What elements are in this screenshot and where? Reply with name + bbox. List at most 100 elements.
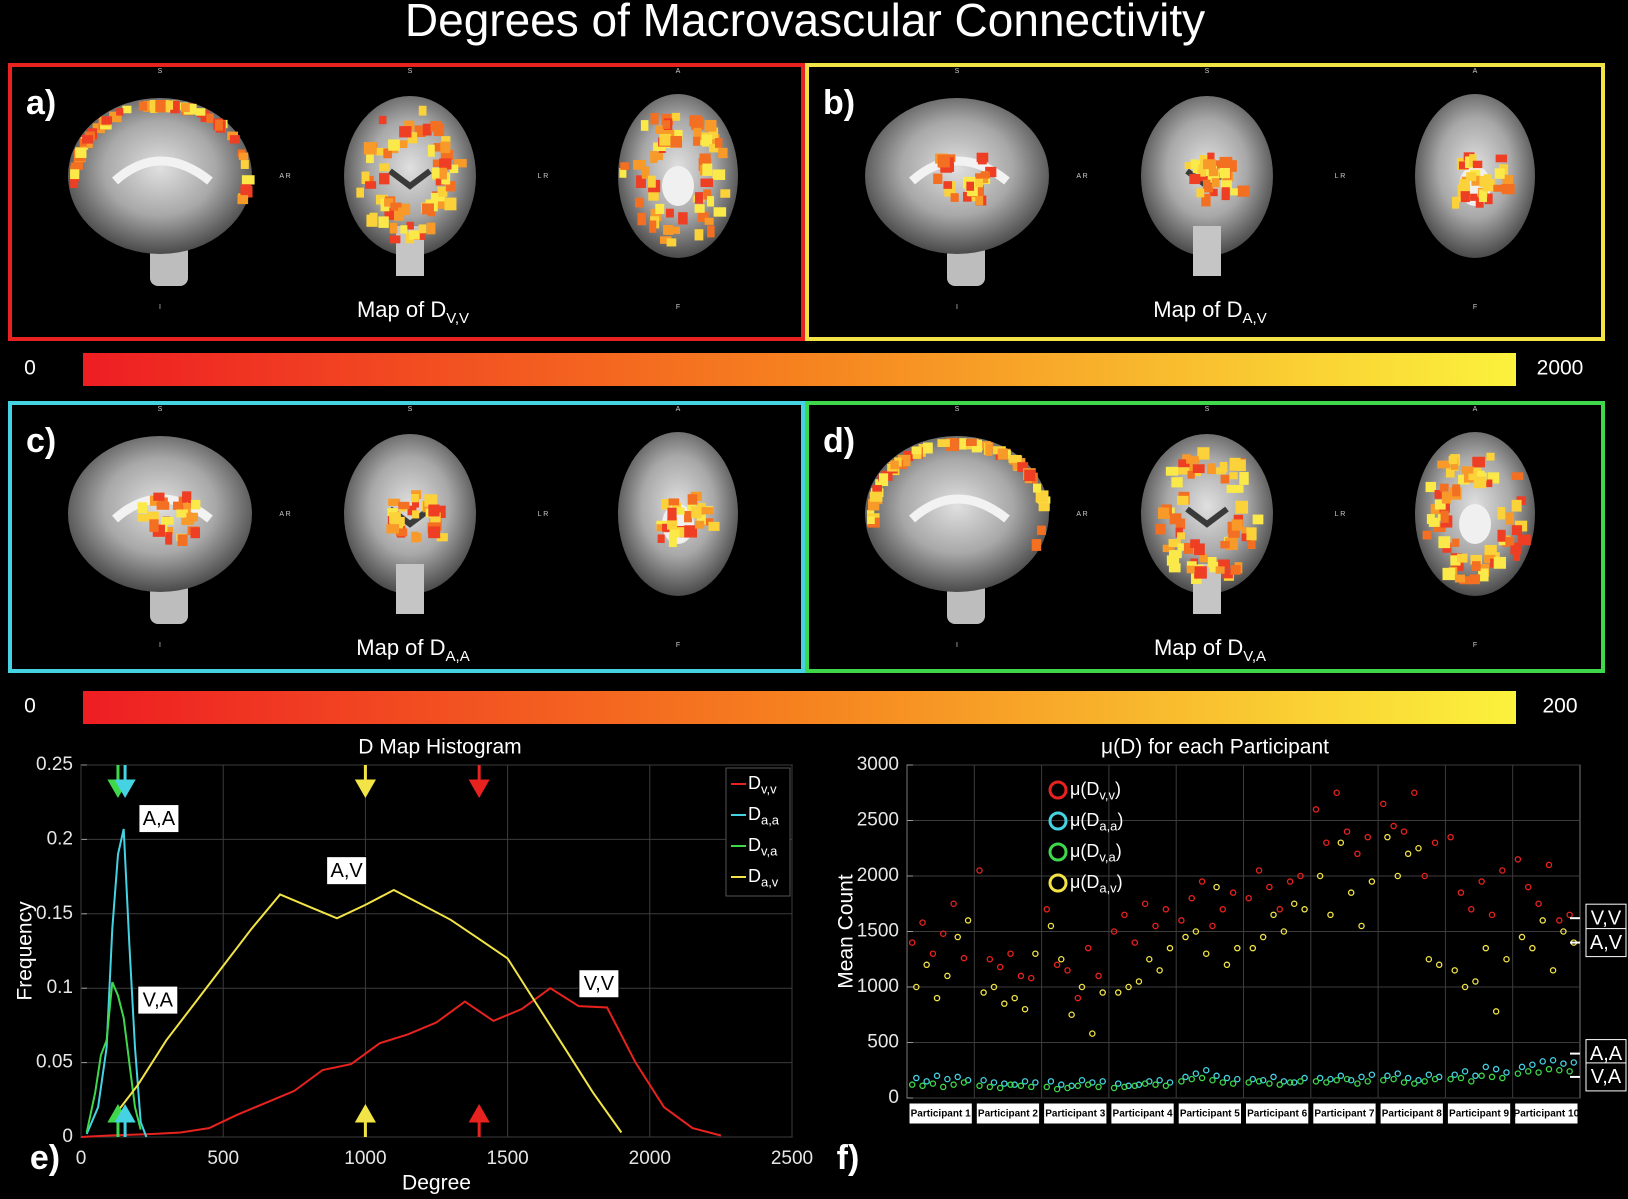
data-point	[1560, 928, 1567, 935]
mean-arrow-top	[468, 765, 490, 799]
x-tick-label: 1000	[344, 1148, 386, 1169]
activation-blob	[655, 125, 664, 134]
activation-blob	[1216, 467, 1227, 475]
activation-blob	[1169, 513, 1182, 525]
brain-slice	[344, 96, 476, 276]
activation-blob	[454, 159, 467, 168]
panel-label: c)	[26, 422, 56, 460]
activation-blob	[1177, 543, 1188, 551]
activation-blob	[241, 175, 255, 185]
activation-blob	[1484, 544, 1497, 555]
activation-blob	[1483, 479, 1493, 488]
activation-blob	[1512, 551, 1521, 561]
activation-blob	[975, 193, 984, 206]
activation-blob	[181, 103, 190, 113]
activation-blob	[650, 151, 658, 163]
data-point	[1259, 1076, 1267, 1084]
x-tick-label: Participant 9	[1449, 1109, 1509, 1120]
annotation-box	[137, 985, 179, 1015]
legend-label: Da,a	[748, 804, 780, 828]
activation-blob	[137, 502, 148, 514]
data-point	[1290, 900, 1298, 908]
data-point	[1327, 1075, 1334, 1083]
legend-label: μ(Da,v)	[1070, 872, 1123, 896]
data-line	[80, 986, 722, 1138]
activation-blob	[1196, 188, 1205, 198]
data-point	[1027, 1083, 1035, 1091]
activation-blob	[1168, 563, 1181, 573]
x-tick-label: Participant 1	[911, 1109, 971, 1120]
activation-blob	[143, 100, 154, 112]
panel-caption: Map of DV,A	[1154, 635, 1266, 665]
activation-blob	[1207, 169, 1220, 183]
data-point	[1162, 906, 1170, 913]
activation-blob	[424, 494, 438, 507]
data-point	[976, 867, 983, 874]
activation-blob	[389, 235, 401, 244]
y-axis-label: Frequency	[14, 901, 37, 1001]
activation-blob	[640, 120, 649, 131]
activation-blob	[1452, 538, 1460, 547]
activation-blob	[428, 526, 441, 539]
activation-blob	[669, 529, 680, 538]
activation-blob	[440, 141, 451, 154]
data-point	[1535, 1069, 1542, 1076]
caption-text: Map of D	[1154, 635, 1243, 660]
activation-blob	[684, 525, 698, 538]
activation-blob	[878, 473, 889, 487]
activation-blob	[363, 142, 377, 155]
data-point	[1188, 894, 1195, 902]
activation-blob	[1479, 175, 1492, 187]
data-point	[1121, 911, 1128, 919]
activation-blob	[430, 512, 441, 523]
activation-blob	[437, 201, 449, 209]
activation-blob	[691, 116, 704, 130]
data-point	[1223, 961, 1231, 969]
activation-blob	[137, 514, 149, 522]
data-point	[960, 954, 968, 962]
activation-blob	[182, 493, 190, 503]
x-tick-label: Participant 3	[1045, 1109, 1105, 1120]
data-point	[1384, 1072, 1391, 1080]
activation-blob	[911, 446, 922, 455]
activation-blob	[1448, 455, 1456, 463]
data-point	[1255, 1078, 1263, 1085]
activation-blob	[1229, 457, 1241, 471]
activation-blob	[1469, 154, 1477, 167]
activation-blob	[668, 130, 682, 141]
data-point	[1539, 1058, 1546, 1065]
data-point	[950, 900, 957, 908]
x-axis-label: Degree	[402, 1172, 471, 1195]
data-point	[1415, 1076, 1422, 1084]
orientation-label: F	[1473, 304, 1477, 311]
data-point	[1492, 1008, 1500, 1015]
colorbar	[83, 353, 1516, 386]
category-box	[1177, 1102, 1242, 1125]
activation-blob	[1457, 553, 1468, 563]
data-point	[1380, 800, 1387, 808]
activation-blob	[375, 147, 387, 156]
activation-blob	[702, 158, 712, 167]
activation-blob	[971, 439, 982, 453]
y-tick-label: 500	[867, 1032, 899, 1053]
activation-blob	[635, 197, 644, 208]
data-point	[1286, 1079, 1294, 1086]
activation-blob	[404, 120, 415, 132]
activation-blob	[165, 532, 173, 545]
data-point	[939, 1083, 947, 1091]
activation-blob	[432, 167, 440, 179]
ventricles	[1185, 506, 1229, 528]
data-point	[1011, 1081, 1018, 1088]
activation-blob	[708, 521, 720, 531]
x-tick-label: Participant 7	[1314, 1109, 1374, 1120]
data-point	[1058, 1081, 1065, 1088]
figure-title: Degrees of Macrovascular Connectivity	[405, 0, 1205, 46]
activation-blob	[1445, 467, 1455, 478]
activation-blob	[183, 503, 191, 516]
activation-blob	[147, 511, 159, 521]
activation-blob	[1222, 569, 1233, 579]
activation-blob	[676, 527, 689, 538]
caption-text: Map of D	[357, 297, 446, 322]
data-point	[1435, 961, 1443, 969]
data-point	[1482, 944, 1490, 952]
